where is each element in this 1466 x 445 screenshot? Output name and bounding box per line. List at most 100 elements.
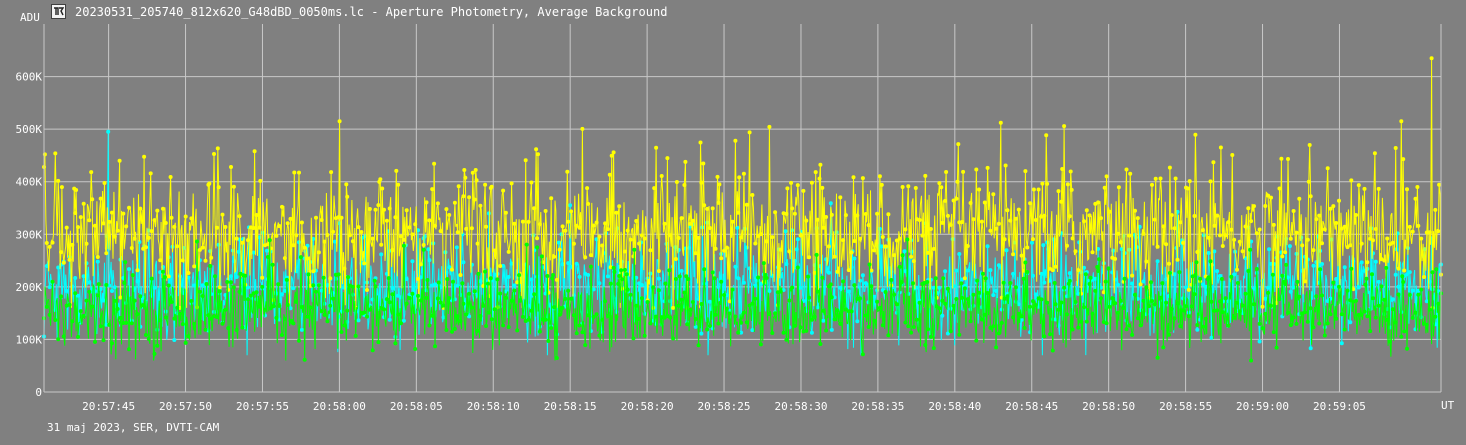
data-point (526, 317, 531, 322)
data-point (656, 269, 661, 273)
data-point (1016, 207, 1021, 212)
data-point (906, 324, 911, 329)
data-point (1135, 316, 1140, 321)
data-point (1079, 319, 1084, 324)
data-point (1399, 334, 1404, 339)
data-point (866, 325, 871, 329)
data-point (155, 208, 160, 213)
data-point (1279, 156, 1284, 161)
data-point (1175, 257, 1180, 262)
data-point (652, 186, 657, 191)
data-point (384, 218, 389, 223)
data-point (577, 225, 582, 230)
data-point (135, 268, 140, 273)
data-point (265, 242, 270, 247)
data-point (520, 219, 525, 224)
data-point (1237, 309, 1242, 314)
data-point (812, 270, 817, 275)
data-point (855, 213, 860, 218)
data-point (1011, 252, 1016, 257)
data-point (673, 277, 678, 281)
data-point (1436, 229, 1441, 234)
data-point (880, 288, 885, 293)
data-point (1036, 187, 1041, 192)
data-point (812, 314, 817, 319)
data-point (1390, 307, 1395, 312)
data-point (1056, 307, 1061, 312)
data-point (472, 289, 477, 294)
data-point (1401, 280, 1406, 284)
data-point (372, 278, 377, 283)
data-point (367, 207, 372, 211)
data-point (1167, 271, 1172, 275)
data-point (435, 296, 440, 301)
data-point (144, 333, 148, 337)
data-point (98, 324, 103, 329)
data-point (846, 268, 851, 273)
data-point (322, 239, 327, 244)
data-point (1269, 195, 1273, 200)
data-point (605, 227, 610, 232)
data-point (169, 215, 174, 220)
x-tick-label: 20:58:30 (774, 400, 827, 413)
data-point (297, 240, 301, 245)
data-point (226, 326, 231, 331)
data-point (1402, 268, 1407, 273)
data-point (934, 304, 939, 309)
data-point (818, 342, 823, 346)
data-point (1334, 316, 1339, 321)
data-point (852, 283, 857, 288)
data-point (90, 197, 95, 202)
data-point (807, 255, 812, 260)
lightcurve-app-icon[interactable] (51, 4, 66, 19)
data-point (631, 336, 636, 341)
data-point (1294, 230, 1299, 235)
data-point (1306, 179, 1311, 184)
data-point (1008, 218, 1013, 223)
data-point (518, 298, 523, 303)
data-point (1002, 296, 1007, 301)
data-point (783, 229, 788, 234)
data-point (1019, 314, 1024, 319)
data-point (50, 279, 55, 284)
data-point (712, 276, 717, 281)
data-point (1082, 305, 1086, 310)
data-point (829, 295, 834, 300)
data-point (985, 244, 990, 249)
data-point (688, 307, 693, 312)
data-point (778, 247, 783, 252)
data-point (1031, 237, 1035, 242)
data-point (1371, 238, 1375, 243)
data-point (422, 234, 427, 239)
data-point (1152, 302, 1157, 307)
data-point (1067, 214, 1072, 219)
data-point (699, 331, 704, 336)
data-point (724, 245, 729, 250)
data-point (1226, 299, 1231, 304)
data-point (67, 257, 72, 262)
data-point (234, 328, 239, 332)
data-point (432, 161, 437, 166)
data-point (719, 256, 724, 261)
data-point (1033, 218, 1038, 222)
data-point (1052, 281, 1057, 285)
data-point (996, 221, 1001, 226)
x-tick-label: 20:58:50 (1082, 400, 1135, 413)
data-point (736, 210, 741, 215)
data-point (632, 247, 637, 252)
data-point (1083, 272, 1088, 277)
data-point (758, 281, 763, 286)
data-point (852, 239, 857, 243)
x-tick-label: 20:58:00 (313, 400, 366, 413)
data-point (197, 247, 202, 252)
data-point (1172, 226, 1177, 231)
data-point (968, 319, 973, 324)
data-point (1331, 204, 1336, 209)
data-point (251, 250, 256, 255)
data-point (1175, 301, 1180, 306)
data-point (1059, 300, 1064, 305)
data-point (1362, 186, 1367, 191)
data-point (1424, 322, 1429, 327)
data-point (1393, 320, 1398, 325)
x-tick-label: 20:58:35 (851, 400, 904, 413)
